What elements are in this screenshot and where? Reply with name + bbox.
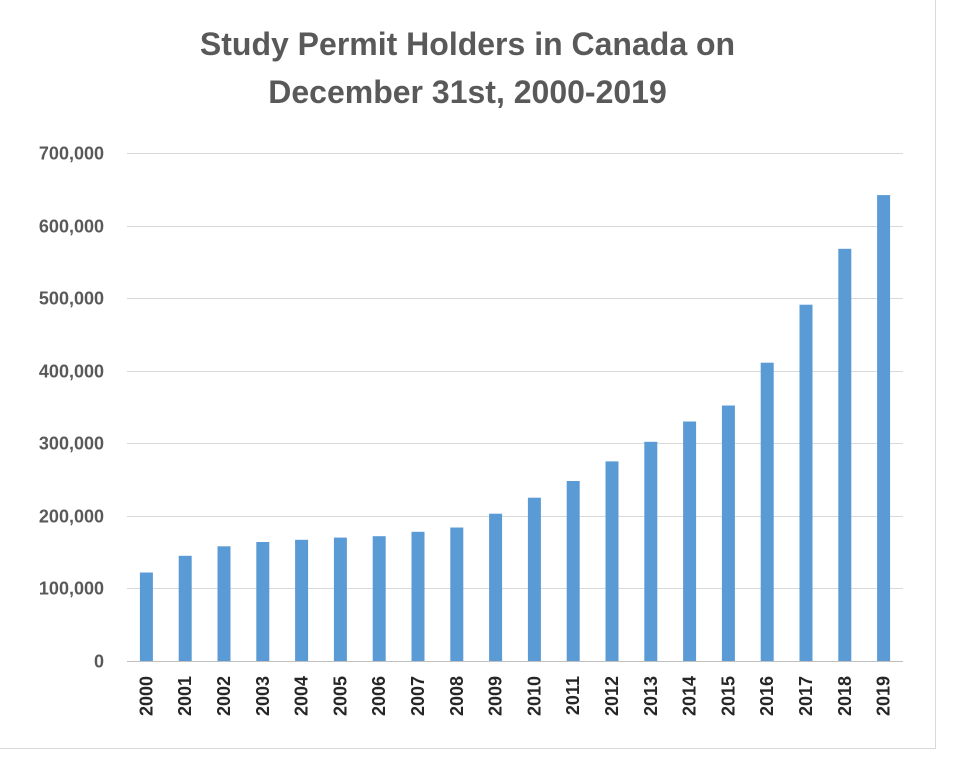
chart-title-line-1: Study Permit Holders in Canada on (199, 26, 736, 62)
x-tick-label: 2014 (680, 676, 700, 716)
x-tick-label: 2018 (835, 676, 855, 716)
gridlines (127, 153, 903, 589)
x-tick-label: 2017 (796, 676, 816, 716)
x-axis: 2000 2001 2002 2003 2004 2005 2006 2007 2008 2009… (127, 661, 903, 716)
y-tick-label: 200,000 (39, 507, 104, 527)
bar-2012 (605, 461, 619, 661)
bar-2007 (411, 531, 425, 661)
bar-2011 (566, 481, 580, 661)
bar-2009 (489, 513, 503, 661)
bar-2016 (760, 362, 774, 661)
bar-2010 (527, 497, 541, 661)
bar-2015 (721, 405, 735, 661)
y-tick-label: 0 (94, 652, 104, 672)
x-tick-label: 2012 (602, 676, 622, 716)
x-tick-label: 2004 (292, 676, 312, 716)
bar-2000 (139, 572, 153, 661)
x-tick-label: 2009 (486, 676, 506, 716)
bar-2003 (256, 542, 270, 661)
y-tick-label: 400,000 (39, 362, 104, 382)
x-tick-label: 2011 (563, 676, 583, 715)
bar-2005 (333, 537, 347, 661)
x-tick-label: 2019 (874, 676, 894, 716)
bar-2006 (372, 536, 386, 661)
x-tick-label: 2000 (136, 676, 156, 716)
x-tick-label: 2002 (214, 676, 234, 716)
x-tick-label: 2010 (524, 676, 544, 716)
bar-2014 (683, 421, 697, 661)
y-tick-label: 300,000 (39, 434, 104, 454)
bar-2002 (217, 546, 231, 661)
bars (139, 195, 891, 662)
x-tick-label: 2001 (175, 676, 195, 716)
y-tick-label: 600,000 (39, 217, 104, 237)
y-axis: 0 100,000 200,000 300,000 400,000 500,000 600,… (39, 144, 104, 672)
x-tick-label: 2016 (757, 676, 777, 716)
chart-frame (0, 0, 936, 749)
bar-2013 (644, 441, 658, 661)
bar-2018 (838, 248, 852, 662)
x-tick-label: 2006 (369, 676, 389, 716)
x-tick-label: 2005 (330, 676, 350, 716)
bar-2001 (178, 555, 192, 661)
bar-2008 (450, 527, 464, 661)
x-tick-label: 2003 (253, 676, 273, 716)
y-tick-label: 500,000 (39, 289, 104, 309)
x-tick-label: 2013 (641, 676, 661, 716)
x-tick-label: 2008 (447, 676, 467, 716)
y-tick-label: 700,000 (39, 144, 104, 164)
bar-2019 (877, 195, 891, 661)
chart-title-line-2: December 31st, 2000-2019 (268, 74, 667, 110)
x-tick-label: 2007 (408, 676, 428, 716)
x-tick-label: 2015 (718, 676, 738, 716)
y-tick-label: 100,000 (39, 579, 104, 599)
bar-2017 (799, 304, 813, 661)
bar-2004 (295, 539, 309, 661)
